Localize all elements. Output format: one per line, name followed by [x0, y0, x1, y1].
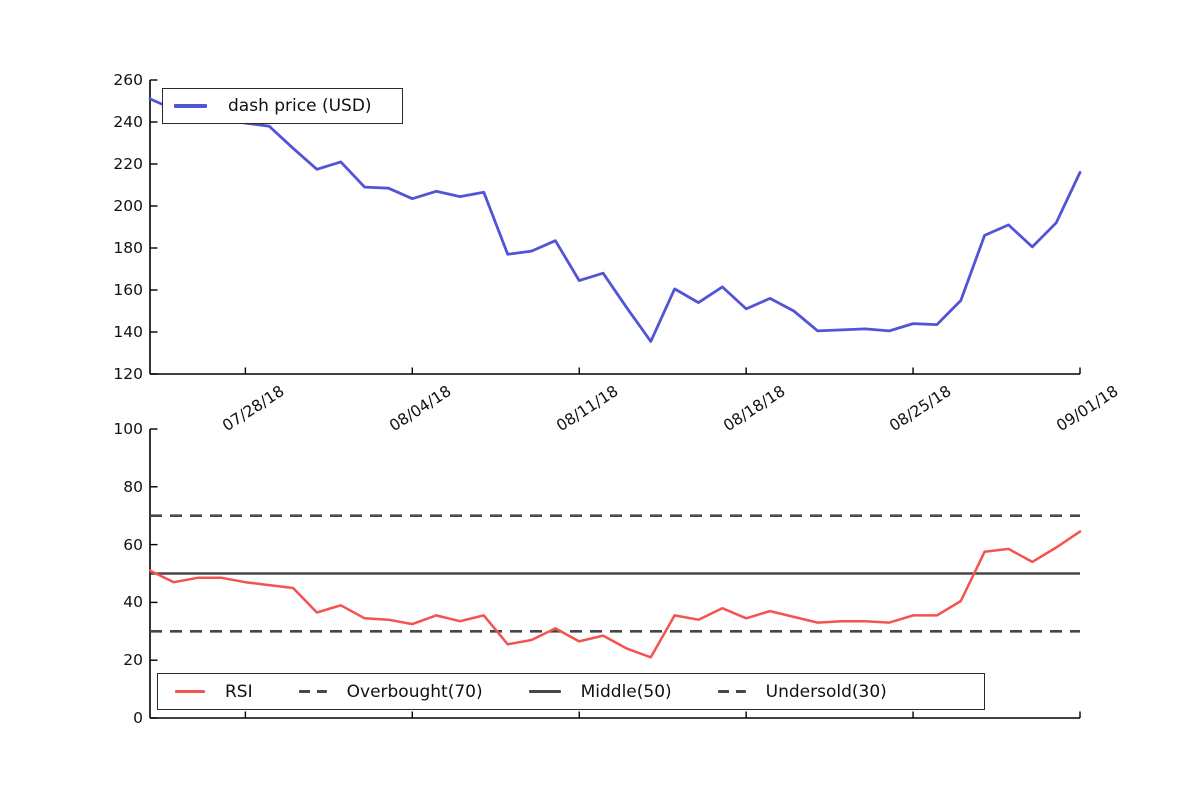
price-legend-label: dash price (USD): [228, 96, 372, 116]
rsi-line-swatch-icon: [175, 689, 205, 694]
rsi-legend-label: RSI: [225, 681, 253, 702]
price-ytick-240: 240: [113, 113, 143, 131]
rsi-legend-item: RSI: [175, 682, 253, 702]
rsi-series-line: [148, 530, 1082, 659]
price-legend: dash price (USD): [162, 88, 403, 124]
rsi-ytick-100: 100: [113, 420, 143, 438]
rsi-ytick-0: 0: [133, 709, 143, 727]
rsi-ytick-20: 20: [123, 651, 143, 670]
undersold-legend-label: Undersold(30): [765, 681, 887, 702]
price-ytick-260: 260: [113, 71, 143, 89]
rsi-legend: RSI Overbought(70) Middle(50) Undersold(…: [157, 673, 985, 710]
rsi-ytick-40: 40: [123, 593, 143, 612]
axis-tick-marks: [150, 79, 1081, 719]
middle-solid-swatch-icon: [528, 690, 561, 693]
rsi-ytick-80: 80: [123, 477, 143, 496]
overbought-legend-item: Overbought(70): [298, 681, 483, 702]
price-ytick-180: 180: [113, 239, 143, 257]
price-ytick-160: 160: [113, 281, 143, 299]
middle-legend-item: Middle(50): [528, 681, 672, 702]
overbought-dash-swatch-icon: [298, 690, 327, 693]
middle-legend-label: Middle(50): [580, 681, 672, 702]
rsi-ytick-60: 60: [123, 535, 143, 554]
overbought-legend-label: Overbought(70): [346, 681, 483, 702]
price-ytick-220: 220: [113, 155, 143, 173]
undersold-dash-swatch-icon: [717, 690, 746, 693]
price-ytick-120: 120: [113, 365, 143, 383]
price-line-swatch-icon: [174, 104, 207, 108]
undersold-legend-item: Undersold(30): [717, 681, 887, 702]
price-series-line: [148, 97, 1082, 343]
price-legend-item: dash price (USD): [174, 96, 372, 116]
price-ytick-200: 200: [113, 197, 143, 215]
price-ytick-140: 140: [113, 323, 143, 341]
